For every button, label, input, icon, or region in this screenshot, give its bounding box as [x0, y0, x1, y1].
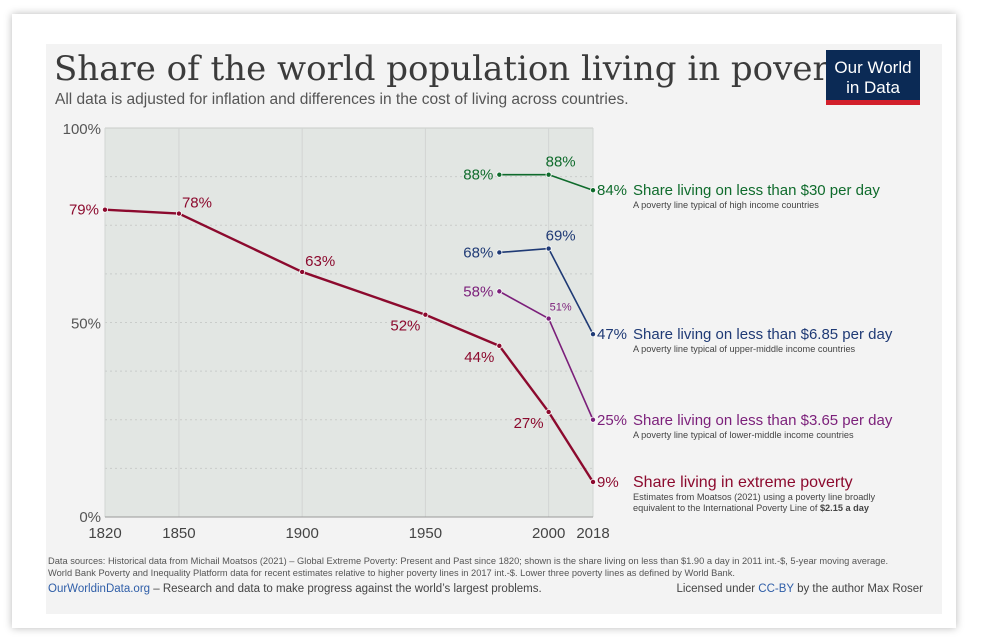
- logo-text-line2: in Data: [846, 78, 900, 97]
- legend-note-line365: A poverty line typical of lower-middle i…: [633, 430, 854, 440]
- x-tick-label: 1820: [88, 525, 121, 542]
- logo-text-line1: Our World: [834, 58, 911, 77]
- legend-note-text: A poverty line typical of high income co…: [633, 200, 819, 210]
- data-label-extreme: 52%: [390, 318, 420, 335]
- end-value-line30: 84%: [597, 182, 627, 199]
- data-label-line685: 68%: [463, 244, 493, 261]
- data-point-line365: [496, 288, 503, 295]
- data-point-line30: [496, 171, 503, 178]
- data-label-line30: 88%: [463, 167, 493, 184]
- data-point-line685: [545, 245, 552, 252]
- data-point-extreme: [422, 311, 429, 318]
- legend-note-text: equivalent to the International Poverty …: [633, 503, 820, 513]
- owid-logo[interactable]: Our World in Data: [826, 50, 920, 105]
- y-tick-label: 0%: [79, 509, 101, 526]
- data-label-line365: 51%: [550, 302, 572, 314]
- data-point-extreme: [590, 478, 597, 485]
- legend-note-extreme: equivalent to the International Poverty …: [633, 503, 870, 513]
- logo-underline: [826, 100, 920, 105]
- data-label-line365: 58%: [463, 283, 493, 300]
- legend-note-line685: A poverty line typical of upper-middle i…: [633, 344, 856, 354]
- license-suffix: by the author Max Roser: [794, 583, 923, 595]
- legend-name-line685: Share living on less than $6.85 per day: [633, 326, 893, 343]
- data-point-line685: [496, 249, 503, 256]
- axes: 0% 50% 100% 1820 1850 1900 1950 2000 2018: [63, 121, 610, 542]
- sources-line-2: World Bank Poverty and Inequality Platfo…: [48, 568, 735, 578]
- data-label-extreme: 27%: [514, 415, 544, 432]
- data-point-extreme: [545, 408, 552, 415]
- data-point-extreme: [175, 210, 182, 217]
- data-point-extreme: [496, 342, 503, 349]
- data-point-line685: [590, 331, 597, 338]
- chart-title: Share of the world population living in …: [54, 49, 862, 89]
- logo-background: [826, 50, 920, 100]
- data-label-line30: 88%: [546, 154, 576, 171]
- x-tick-label: 1900: [285, 525, 318, 542]
- x-tick-label: 1850: [162, 525, 195, 542]
- legend-note-line30: A poverty line typical of high income co…: [633, 200, 819, 210]
- y-tick-label: 50%: [71, 316, 101, 333]
- x-tick-label: 1950: [409, 525, 442, 542]
- x-tick-label: 2018: [576, 525, 609, 542]
- chart-subtitle: All data is adjusted for inflation and d…: [55, 91, 629, 108]
- data-label-extreme: 63%: [305, 253, 335, 270]
- data-label-line685: 69%: [546, 228, 576, 245]
- end-value-line365: 25%: [597, 412, 627, 429]
- legend-name-line30: Share living on less than $30 per day: [633, 182, 880, 199]
- data-label-extreme: 79%: [69, 202, 99, 219]
- legend-name-line365: Share living on less than $3.65 per day: [633, 412, 893, 429]
- legend-note-text: A poverty line typical of lower-middle i…: [633, 430, 854, 440]
- license-line: Licensed under CC-BY by the author Max R…: [676, 583, 923, 595]
- site-link[interactable]: OurWorldinData.org: [48, 583, 150, 595]
- data-point-line30: [545, 171, 552, 178]
- license-prefix: Licensed under: [676, 583, 758, 595]
- end-value-line685: 47%: [597, 326, 627, 343]
- data-labels: 79% 78% 63% 52% 44% 27% 58% 51% 68% 69% 88% 88%: [69, 154, 576, 432]
- data-point-line30: [590, 187, 597, 194]
- data-point-extreme: [102, 206, 109, 213]
- footer-site-line: OurWorldinData.org – Research and data t…: [48, 583, 542, 595]
- plot-area: [105, 128, 593, 517]
- legend-note-text: Estimates from Moatsos (2021) using a po…: [633, 492, 875, 502]
- legend-name-extreme: Share living in extreme poverty: [633, 474, 853, 491]
- legend-note-text: A poverty line typical of upper-middle i…: [633, 344, 856, 354]
- data-point-line365: [545, 315, 552, 322]
- data-label-extreme: 78%: [182, 195, 212, 212]
- end-value-extreme: 9%: [597, 474, 619, 491]
- legend-note-bold: $2.15 a day: [820, 503, 870, 513]
- license-link[interactable]: CC-BY: [758, 583, 794, 595]
- series-legend: 9% Share living in extreme povertyEstimat…: [597, 182, 893, 513]
- legend-note-extreme: Estimates from Moatsos (2021) using a po…: [633, 492, 875, 502]
- y-tick-label: 100%: [63, 121, 101, 138]
- data-point-extreme: [299, 268, 306, 275]
- sources-line-1: Data sources: Historical data from Micha…: [48, 556, 888, 566]
- x-tick-label: 2000: [532, 525, 565, 542]
- data-label-extreme: 44%: [464, 349, 494, 366]
- data-point-line365: [590, 416, 597, 423]
- grid: [104, 127, 594, 517]
- site-tagline: – Research and data to make progress aga…: [150, 583, 542, 595]
- series-lines: [102, 171, 597, 485]
